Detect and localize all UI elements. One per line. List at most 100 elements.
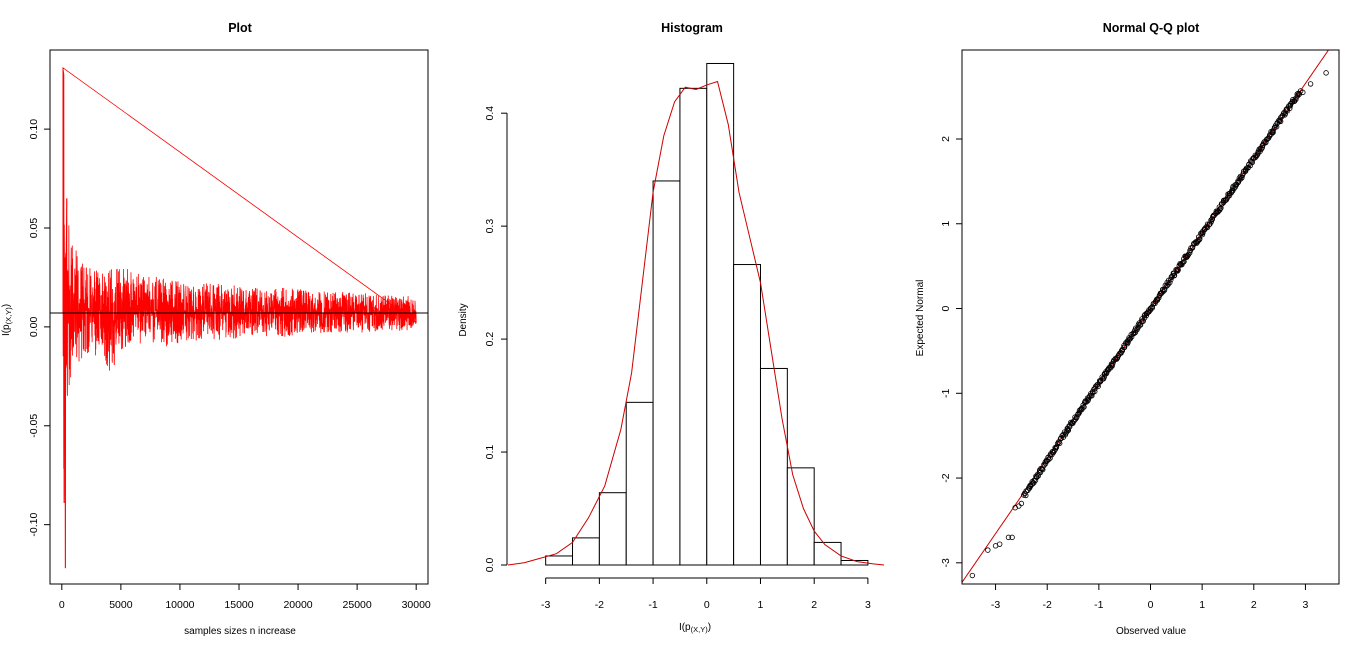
qq-point [1197,236,1203,242]
histogram-x-axis: -3 -2 -1 0 1 2 3 [541,577,871,611]
histogram-bar [813,541,842,566]
qq-point [1167,279,1173,286]
qq-x-tick-label: 3 [1303,599,1309,611]
qq-point [1005,534,1012,541]
histogram-x-axis-label-sub: (X,Y) [691,625,709,634]
plot-x-axis-label: samples sizes n increase [184,626,296,637]
qq-y-axis-label: Expected Normal [915,280,926,357]
histogram-panel: Histogram -3 -2 -1 0 1 2 3 0.0 0.1 0.2 0.3 0.4 I(p… [458,21,885,634]
histogram-x-tick-label: -3 [541,599,550,611]
histogram-x-tick-label: -1 [648,599,657,611]
qq-y-tick-label: 0 [940,305,952,311]
histogram-bar [706,62,735,566]
plot-y-axis-label-main: I(p [1,324,12,336]
plot-y-axis-label-close: ) [1,304,12,307]
histogram-bar [545,555,574,566]
qq-x-axis-label: Observed value [1116,626,1186,637]
plot-y-tick-label: 0.10 [28,119,40,140]
qq-point [997,541,1003,547]
qq-point [1277,118,1284,125]
plot-x-tick-label: 25000 [343,599,372,611]
histogram-bar [598,492,627,566]
qq-y-tick-label: -3 [940,558,952,567]
plot-x-tick-label: 5000 [109,599,133,611]
plot-y-axis-label-sub: (X,Y) [4,307,13,325]
chart-title-qq: Normal Q-Q plot [1103,21,1200,35]
qq-y-tick-label: 2 [940,136,952,142]
qq-point [1053,444,1060,450]
qq-point [1134,325,1141,332]
chart-title-histogram: Histogram [661,21,723,35]
qq-points [969,70,1329,579]
qq-x-tick-label: 0 [1148,599,1154,611]
histogram-x-tick-label: 1 [758,599,764,611]
qq-point [1235,180,1241,186]
histogram-bars [545,62,869,566]
qq-point [1140,318,1146,324]
qq-point [1270,127,1277,133]
plot-y-tick-label: 0.00 [28,317,40,338]
qq-point [1018,500,1025,507]
qq-point [1114,355,1121,361]
qq-point [1252,152,1259,159]
qq-x-axis: -3 -2 -1 0 1 2 3 [991,584,1309,611]
qq-point [1086,393,1093,399]
qq-x-tick-label: 2 [1251,599,1257,611]
plot-y-axis-label: I(p(X,Y)) [1,304,13,336]
histogram-x-axis-label-close: ) [708,622,711,633]
qq-point [1296,91,1303,97]
qq-point [1219,201,1225,207]
plot-x-tick-label: 30000 [402,599,431,611]
qq-point [1165,281,1172,287]
histogram-bar [625,401,654,566]
plot-x-tick-label: 15000 [224,599,253,611]
plot-y-tick-label: -0.05 [28,414,40,438]
qq-point [1171,272,1178,278]
qq-point [1131,330,1138,336]
qq-point [1174,268,1181,274]
qq-y-tick-label: 1 [940,221,952,227]
qq-point [1273,124,1280,130]
plot-y-axis: -0.10 -0.05 0.00 0.05 0.10 [28,119,50,537]
qq-point [1187,249,1193,256]
plot-panel: Plot 0 5000 10000 15000 20000 25000 30000 -0.1… [1,21,431,637]
histogram-bar [572,537,600,566]
qq-point [1092,388,1098,395]
histogram-density-line [508,80,885,566]
qq-point [1009,534,1015,541]
qq-point [1287,102,1294,109]
qq-x-tick-label: -3 [991,599,1000,611]
qq-point [1323,70,1329,76]
histogram-x-tick-label: -2 [595,599,604,611]
histogram-y-axis-label: Density [458,303,469,336]
histogram-x-tick-label: 3 [865,599,871,611]
qq-point [1263,139,1269,145]
histogram-y-tick-label: 0.3 [484,219,496,234]
plot-y-tick-label: -0.10 [28,513,40,537]
histogram-x-tick-label: 0 [704,599,710,611]
qq-point [1280,110,1287,117]
qq-y-tick-label: -1 [940,388,952,397]
qq-point [985,547,991,553]
qq-point [1300,89,1306,96]
histogram-bar [759,367,788,566]
qq-point [1034,474,1040,480]
histogram-density-curve [508,80,885,566]
qq-point [1217,205,1224,212]
histogram-y-tick-label: 0.4 [484,106,496,121]
qq-x-tick-label: -1 [1094,599,1103,611]
histogram-x-axis-label-main: I(p [679,622,691,633]
histogram-y-tick-label: 0.0 [484,558,496,573]
histogram-bar [786,467,815,566]
plot-series [50,66,428,569]
histogram-x-tick-label: 2 [811,599,817,611]
qq-x-tick-label: -2 [1043,599,1052,611]
histogram-bar [652,180,681,566]
plot-x-axis: 0 5000 10000 15000 20000 25000 30000 [59,583,431,611]
histogram-y-tick-label: 0.1 [484,445,496,460]
qq-point [1181,258,1187,265]
histogram-y-tick-label: 0.2 [484,332,496,347]
plot-y-tick-label: 0.05 [28,218,40,239]
qq-point [1158,290,1165,296]
